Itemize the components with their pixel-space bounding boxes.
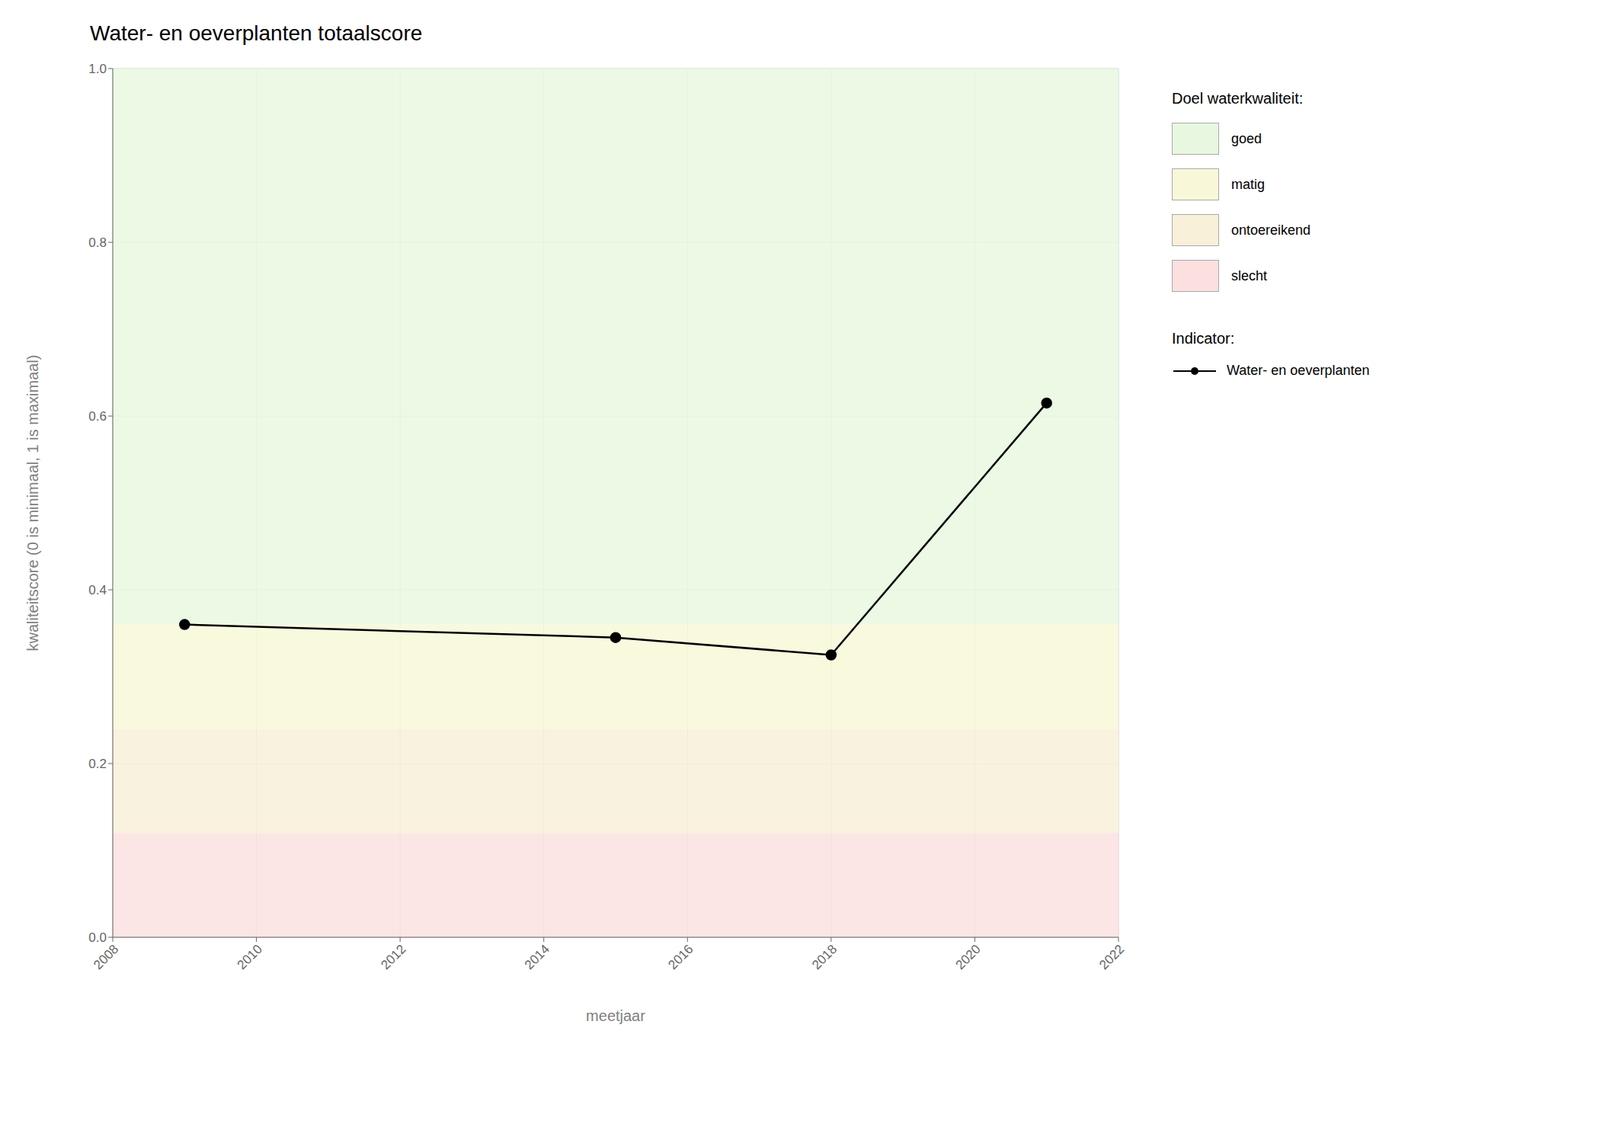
html-text:Indicator:: Indicator: xyxy=(1171,329,1235,347)
svg-text:2018: 2018 xyxy=(809,941,840,973)
svg-text:1.0: 1.0 xyxy=(88,61,107,77)
svg-text:2020: 2020 xyxy=(953,941,984,973)
html-text:Water- en oeverplanten totaals: Water- en oeverplanten totaalscore xyxy=(89,21,423,45)
svg-text:meetjaar: meetjaar xyxy=(585,1007,646,1024)
svg-text:0.0: 0.0 xyxy=(88,930,107,945)
svg-text:0.6: 0.6 xyxy=(88,409,107,424)
svg-text:2014: 2014 xyxy=(521,941,553,973)
html-text:Water- en oeverplanten: Water- en oeverplanten xyxy=(1226,362,1370,378)
svg-text:0.8: 0.8 xyxy=(88,235,107,250)
svg-text:0.4: 0.4 xyxy=(88,582,107,598)
html-text:matig: matig xyxy=(1231,176,1265,192)
html-text:slecht: slecht xyxy=(1231,267,1268,284)
svg-text:2012: 2012 xyxy=(377,941,409,973)
html-text:Doel waterkwaliteit:: Doel waterkwaliteit: xyxy=(1171,89,1304,107)
svg-text:2008: 2008 xyxy=(90,941,122,973)
svg-text:0.2: 0.2 xyxy=(88,756,107,772)
svg-text:2010: 2010 xyxy=(234,941,266,973)
svg-text:kwaliteitscore (0 is minimaal,: kwaliteitscore (0 is minimaal, 1 is maxi… xyxy=(24,355,42,652)
html-text:goed: goed xyxy=(1231,130,1262,146)
html-text:ontoereikend: ontoereikend xyxy=(1231,222,1311,238)
svg-text:2016: 2016 xyxy=(665,941,696,973)
svg-text:2022: 2022 xyxy=(1096,941,1127,973)
